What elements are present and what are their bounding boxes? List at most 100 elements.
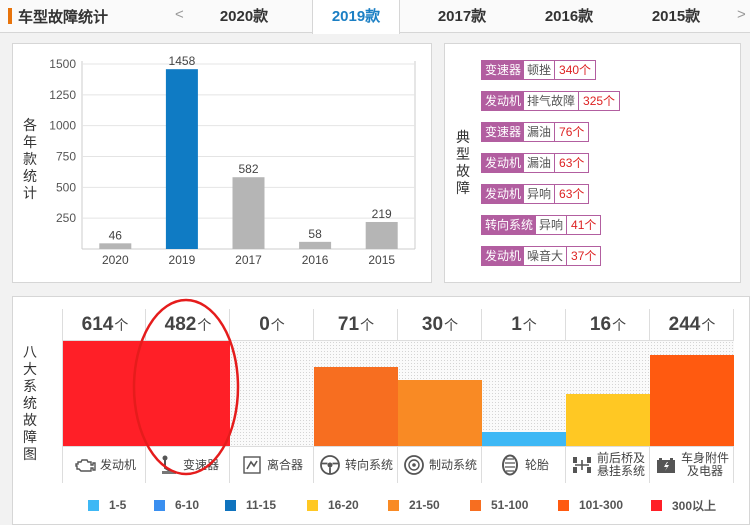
- system-bar-area: [146, 341, 230, 446]
- system-name: 离合器: [266, 457, 303, 472]
- y-tick-label: 250: [56, 211, 76, 225]
- system-column[interactable]: 614个 发动机: [62, 309, 147, 483]
- system-column[interactable]: 16个 前后桥及 悬挂系统: [566, 309, 650, 483]
- y-tick-label: 1500: [49, 57, 76, 71]
- system-column[interactable]: 1个轮胎: [482, 309, 566, 483]
- fault-system: 转向系统: [482, 216, 537, 234]
- typical-fault-item[interactable]: 发动机 异响 63个: [481, 184, 590, 204]
- system-bar-area: [230, 341, 314, 446]
- tab-2016[interactable]: 2016款: [544, 8, 594, 25]
- data-label: 1458: [169, 54, 196, 68]
- system-name-line: 车身附件: [680, 451, 729, 465]
- typical-fault-item[interactable]: 变速器 顿挫 340个: [481, 60, 597, 80]
- system-label: 离合器: [230, 446, 314, 483]
- system-bar-area: [566, 341, 650, 446]
- system-count: 0个: [230, 309, 314, 341]
- system-bar: [650, 354, 734, 446]
- x-tick-label: 2019: [169, 253, 196, 267]
- legend-swatch: [88, 499, 99, 511]
- system-column[interactable]: 0个离合器: [230, 309, 314, 483]
- system-bar-area: [650, 341, 734, 446]
- y-tick-label: 500: [56, 180, 76, 194]
- legend-swatch: [470, 499, 481, 511]
- x-tick-label: 2017: [235, 253, 262, 267]
- system-count-value: 71: [337, 314, 360, 335]
- faults-label-char: 型: [456, 146, 470, 162]
- system-count: 1个: [482, 309, 566, 341]
- title-accent: [8, 8, 12, 24]
- legend-label: 11-15: [246, 498, 277, 512]
- system-count: 614个: [63, 309, 147, 341]
- system-count: 482个: [146, 309, 230, 341]
- system-bar: [314, 367, 398, 446]
- y-tick-label: 750: [56, 150, 76, 164]
- typical-faults-label: 典型故障: [455, 129, 471, 197]
- legend-label: 51-100: [491, 498, 529, 512]
- legend-swatch: [388, 499, 399, 511]
- system-column[interactable]: 244个 车身附件 及电器: [650, 309, 734, 483]
- tire-icon: [499, 454, 521, 476]
- faults-label-char: 典: [456, 129, 470, 145]
- system-name: 前后桥及 悬挂系统: [597, 452, 645, 478]
- systems-label-char: 大: [23, 361, 37, 377]
- legend-item: 101-300: [558, 498, 623, 512]
- data-label: 582: [238, 162, 258, 176]
- tab-2020[interactable]: 2020款: [219, 8, 269, 25]
- system-count-value: 244: [668, 314, 701, 335]
- legend-item: 21-50: [388, 498, 440, 512]
- system-column[interactable]: 482个 变速器: [146, 309, 230, 483]
- next-arrow-icon[interactable]: >: [737, 6, 746, 23]
- fault-system: 变速器: [482, 123, 525, 141]
- system-column[interactable]: 30个 制动系统: [398, 309, 482, 483]
- system-count-unit: 个: [360, 317, 375, 333]
- system-count-unit: 个: [444, 317, 459, 333]
- system-column[interactable]: 71个 转向系统: [314, 309, 398, 483]
- legend-label: 300以上: [672, 498, 717, 513]
- system-bar: [482, 432, 566, 446]
- typical-fault-item[interactable]: 转向系统 异响 41个: [481, 215, 602, 235]
- system-label: 前后桥及 悬挂系统: [566, 446, 650, 483]
- system-name: 轮胎: [524, 457, 549, 472]
- systems-label-char: 图: [23, 446, 37, 462]
- x-tick-label: 2020: [102, 253, 129, 267]
- faults-label-char: 故: [456, 163, 470, 179]
- legend-swatch: [307, 499, 318, 511]
- engine-icon: [74, 454, 96, 476]
- system-count-value: 0: [259, 314, 270, 335]
- header-tabs-bar: 车型故障统计 < 2020款 2019款 2017款 2016款 2015款 >: [0, 0, 750, 34]
- ylabel-char: 统: [23, 168, 37, 184]
- system-count-unit: 个: [701, 317, 716, 333]
- brake-disc-icon: [403, 454, 425, 476]
- typical-fault-item[interactable]: 发动机 排气故障 325个: [481, 91, 621, 111]
- typical-fault-item[interactable]: 发动机 噪音大 37个: [481, 246, 602, 266]
- battery-icon: [655, 454, 677, 476]
- systems-label-char: 障: [23, 429, 37, 445]
- system-count: 71个: [314, 309, 398, 341]
- fault-count: 63个: [559, 187, 585, 201]
- fault-system: 发动机: [482, 92, 525, 110]
- system-count: 30个: [398, 309, 482, 341]
- legend-item: 6-10: [154, 498, 199, 512]
- legend-swatch: [225, 499, 236, 511]
- fault-count: 63个: [559, 156, 585, 170]
- system-bar: [398, 379, 482, 446]
- data-label: 219: [372, 207, 392, 221]
- legend-item: 1-5: [88, 498, 126, 512]
- tab-2017[interactable]: 2017款: [437, 8, 487, 25]
- y-tick-label: 1000: [49, 119, 76, 133]
- legend-label: 101-300: [579, 498, 624, 512]
- typical-fault-item[interactable]: 发动机 漏油 63个: [481, 153, 590, 173]
- fault-count: 340个: [559, 63, 592, 77]
- prev-arrow-icon[interactable]: <: [175, 6, 184, 23]
- legend-label: 16-20: [328, 498, 359, 512]
- typical-fault-item[interactable]: 变速器 漏油 76个: [481, 122, 590, 142]
- highlight-ellipse: [132, 298, 240, 476]
- ylabel-char: 款: [23, 151, 37, 167]
- tab-2019[interactable]: 2019款: [312, 0, 400, 34]
- legend-label: 6-10: [175, 498, 200, 512]
- system-count: 244个: [650, 309, 734, 341]
- y-tick-label: 1250: [49, 88, 76, 102]
- data-label: 58: [308, 227, 322, 241]
- tab-2015[interactable]: 2015款: [651, 8, 701, 25]
- legend-swatch: [651, 499, 662, 511]
